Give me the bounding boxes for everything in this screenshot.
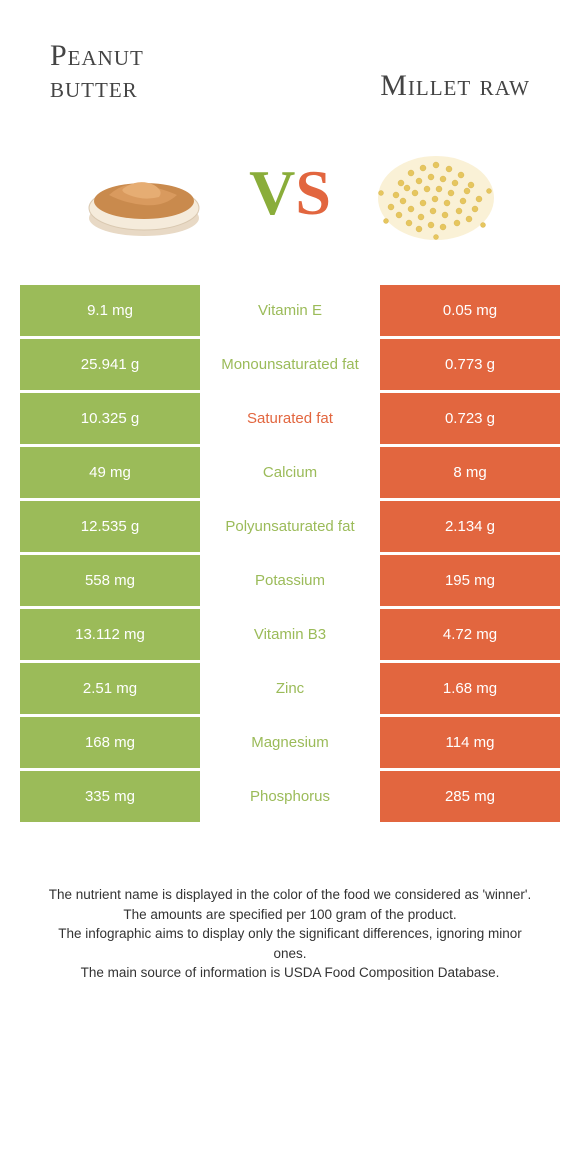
vs-row: VS	[0, 113, 580, 283]
nutrient-label: Vitamin E	[200, 285, 380, 336]
value-right: 114 mg	[380, 717, 560, 768]
value-right: 0.723 g	[380, 393, 560, 444]
nutrient-table: 9.1 mgVitamin E0.05 mg25.941 gMonounsatu…	[20, 283, 560, 825]
value-left: 9.1 mg	[20, 285, 200, 336]
value-left: 49 mg	[20, 447, 200, 498]
value-left: 25.941 g	[20, 339, 200, 390]
table-row: 168 mgMagnesium114 mg	[20, 717, 560, 771]
nutrient-label: Calcium	[200, 447, 380, 498]
footer-line-2: The amounts are specified per 100 gram o…	[40, 905, 540, 925]
nutrient-label: Phosphorus	[200, 771, 380, 822]
nutrient-label: Magnesium	[200, 717, 380, 768]
value-left: 13.112 mg	[20, 609, 200, 660]
footer-line-3: The infographic aims to display only the…	[40, 924, 540, 963]
table-row: 558 mgPotassium195 mg	[20, 555, 560, 609]
food-left-title-line1: Peanut	[50, 39, 144, 72]
table-row: 13.112 mgVitamin B34.72 mg	[20, 609, 560, 663]
food-left-title-line2: butter	[50, 71, 138, 104]
nutrient-label: Vitamin B3	[200, 609, 380, 660]
food-left-title: Peanut butter	[50, 40, 144, 103]
table-row: 12.535 gPolyunsaturated fat2.134 g	[20, 501, 560, 555]
value-right: 1.68 mg	[380, 663, 560, 714]
nutrient-label: Monounsaturated fat	[200, 339, 380, 390]
peanut-butter-image	[69, 133, 219, 253]
millet-image	[361, 133, 511, 253]
footer-notes: The nutrient name is displayed in the co…	[0, 825, 580, 983]
value-right: 4.72 mg	[380, 609, 560, 660]
nutrient-label: Potassium	[200, 555, 380, 606]
value-left: 168 mg	[20, 717, 200, 768]
value-right: 0.773 g	[380, 339, 560, 390]
vs-v: V	[249, 157, 295, 228]
value-left: 10.325 g	[20, 393, 200, 444]
value-left: 2.51 mg	[20, 663, 200, 714]
value-right: 2.134 g	[380, 501, 560, 552]
nutrient-label: Polyunsaturated fat	[200, 501, 380, 552]
table-row: 335 mgPhosphorus285 mg	[20, 771, 560, 825]
value-left: 12.535 g	[20, 501, 200, 552]
value-left: 558 mg	[20, 555, 200, 606]
header: Peanut butter Millet raw	[0, 0, 580, 113]
value-right: 195 mg	[380, 555, 560, 606]
table-row: 49 mgCalcium8 mg	[20, 447, 560, 501]
value-left: 335 mg	[20, 771, 200, 822]
nutrient-label: Zinc	[200, 663, 380, 714]
footer-line-1: The nutrient name is displayed in the co…	[40, 885, 540, 905]
table-row: 25.941 gMonounsaturated fat0.773 g	[20, 339, 560, 393]
nutrient-label: Saturated fat	[200, 393, 380, 444]
vs-s: S	[295, 157, 331, 228]
food-right-title: Millet raw	[380, 69, 530, 103]
value-right: 285 mg	[380, 771, 560, 822]
value-right: 0.05 mg	[380, 285, 560, 336]
value-right: 8 mg	[380, 447, 560, 498]
table-row: 2.51 mgZinc1.68 mg	[20, 663, 560, 717]
table-row: 10.325 gSaturated fat0.723 g	[20, 393, 560, 447]
table-row: 9.1 mgVitamin E0.05 mg	[20, 285, 560, 339]
footer-line-4: The main source of information is USDA F…	[40, 963, 540, 983]
vs-label: VS	[249, 156, 331, 230]
